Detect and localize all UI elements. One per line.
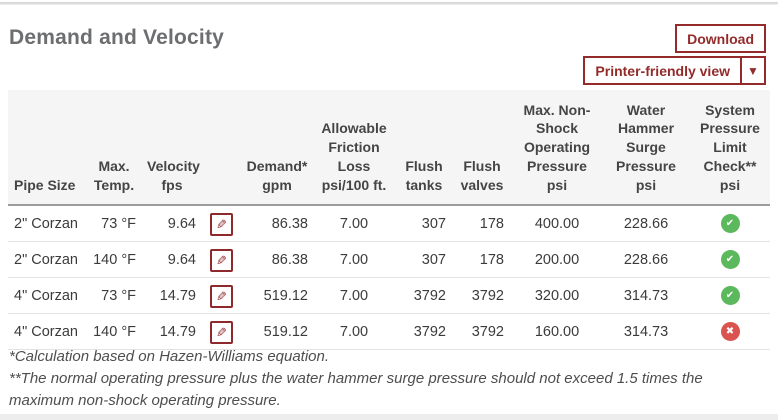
- friction-loss-cell: 7.00: [312, 241, 396, 278]
- max-temp-cell: 73 °F: [84, 205, 144, 242]
- max-temp-cell: 140 °F: [84, 313, 144, 350]
- max-temp-cell: 140 °F: [84, 241, 144, 278]
- printer-dropdown-toggle[interactable]: ▼: [740, 58, 764, 83]
- edit-cell: ✎: [200, 241, 242, 278]
- pass-icon: ✔: [720, 214, 740, 234]
- velocity-cell: 14.79: [144, 313, 200, 350]
- chevron-down-icon: ▼: [747, 63, 759, 78]
- friction-loss-cell: 7.00: [312, 313, 396, 350]
- max-nonshock-cell: 200.00: [512, 241, 602, 278]
- pass-icon: ✔: [720, 286, 740, 306]
- flush-valves-cell: 3792: [452, 313, 512, 350]
- velocity-cell: 9.64: [144, 205, 200, 242]
- max-nonshock-cell: 400.00: [512, 205, 602, 242]
- flush-tanks-cell: 3792: [396, 313, 452, 350]
- flush-valves-cell: 178: [452, 241, 512, 278]
- demand-cell: 86.38: [242, 241, 312, 278]
- table-row: 2" Corzan 73 °F 9.64 ✎ 86.38 7.00 307 17…: [8, 205, 770, 242]
- pipe-size-cell: 2" Corzan: [8, 205, 84, 242]
- column-header-friction-loss: Allowable Friction Loss psi/100 ft.: [312, 90, 396, 206]
- column-header-max-temp: Max. Temp.: [84, 90, 144, 206]
- flush-valves-cell: 178: [452, 205, 512, 242]
- max-nonshock-cell: 160.00: [512, 313, 602, 350]
- surge-cell: 314.73: [602, 277, 690, 314]
- column-header-surge: Water Hammer Surge Pressure psi: [602, 90, 690, 206]
- table-row: 4" Corzan 73 °F 14.79 ✎ 519.12 7.00 3792…: [8, 277, 770, 314]
- limit-check-cell: ✔ ✖: [690, 205, 770, 242]
- pipe-size-cell: 2" Corzan: [8, 241, 84, 278]
- demand-cell: 519.12: [242, 277, 312, 314]
- bottom-divider: [0, 414, 778, 420]
- surge-cell: 314.73: [602, 313, 690, 350]
- velocity-cell: 14.79: [144, 277, 200, 314]
- limit-check-cell: ✔ ✖: [690, 277, 770, 314]
- column-header-max-nonshock: Max. Non- Shock Operating Pressure psi: [512, 90, 602, 206]
- pencil-icon: ✎: [215, 217, 227, 232]
- surge-cell: 228.66: [602, 241, 690, 278]
- table-row: 4" Corzan 140 °F 14.79 ✎ 519.12 7.00 379…: [8, 313, 770, 350]
- header-row: Pipe Size Max. Temp. Velocity fps Demand…: [8, 90, 770, 206]
- fail-icon: ✖: [720, 322, 740, 342]
- column-header-flush-valves: Flush valves: [452, 90, 512, 206]
- top-divider: [0, 2, 778, 5]
- edit-cell: ✎: [200, 205, 242, 242]
- flush-tanks-cell: 3792: [396, 277, 452, 314]
- demand-cell: 86.38: [242, 205, 312, 242]
- edit-velocity-button[interactable]: ✎: [209, 321, 233, 344]
- pipe-size-cell: 4" Corzan: [8, 277, 84, 314]
- edit-velocity-button[interactable]: ✎: [209, 249, 233, 272]
- flush-tanks-cell: 307: [396, 205, 452, 242]
- flush-valves-cell: 3792: [452, 277, 512, 314]
- limit-check-cell: ✔ ✖: [690, 313, 770, 350]
- velocity-cell: 9.64: [144, 241, 200, 278]
- footnotes: *Calculation based on Hazen-Williams equ…: [9, 346, 767, 411]
- friction-loss-cell: 7.00: [312, 205, 396, 242]
- printer-friendly-button[interactable]: Printer-friendly view: [595, 62, 730, 79]
- pencil-icon: ✎: [215, 253, 227, 268]
- limit-check-cell: ✔ ✖: [690, 241, 770, 278]
- edit-velocity-button[interactable]: ✎: [209, 285, 233, 308]
- column-header-flush-tanks: Flush tanks: [396, 90, 452, 206]
- table-row: 2" Corzan 140 °F 9.64 ✎ 86.38 7.00 307 1…: [8, 241, 770, 278]
- demand-cell: 519.12: [242, 313, 312, 350]
- max-temp-cell: 73 °F: [84, 277, 144, 314]
- column-header-edit: [200, 90, 242, 206]
- edit-cell: ✎: [200, 277, 242, 314]
- flush-tanks-cell: 307: [396, 241, 452, 278]
- pencil-icon: ✎: [215, 289, 227, 304]
- demand-velocity-table: Pipe Size Max. Temp. Velocity fps Demand…: [8, 90, 770, 350]
- edit-cell: ✎: [200, 313, 242, 350]
- page-title: Demand and Velocity: [9, 26, 225, 49]
- max-nonshock-cell: 320.00: [512, 277, 602, 314]
- friction-loss-cell: 7.00: [312, 277, 396, 314]
- surge-cell: 228.66: [602, 205, 690, 242]
- column-header-velocity: Velocity fps: [144, 90, 200, 206]
- column-header-demand: Demand* gpm: [242, 90, 312, 206]
- pass-icon: ✔: [720, 250, 740, 270]
- column-header-limit-check: System Pressure Limit Check** psi: [690, 90, 770, 206]
- footnote-surge-limit: **The normal operating pressure plus the…: [9, 369, 703, 409]
- printer-friendly-button-group: Printer-friendly view ▼: [583, 56, 766, 85]
- column-header-pipe-size: Pipe Size: [8, 90, 84, 206]
- pencil-icon: ✎: [215, 325, 227, 340]
- edit-velocity-button[interactable]: ✎: [209, 213, 233, 236]
- download-button[interactable]: Download: [675, 24, 766, 53]
- footnote-hazen-williams: *Calculation based on Hazen-Williams equ…: [9, 348, 330, 365]
- pipe-size-cell: 4" Corzan: [8, 313, 84, 350]
